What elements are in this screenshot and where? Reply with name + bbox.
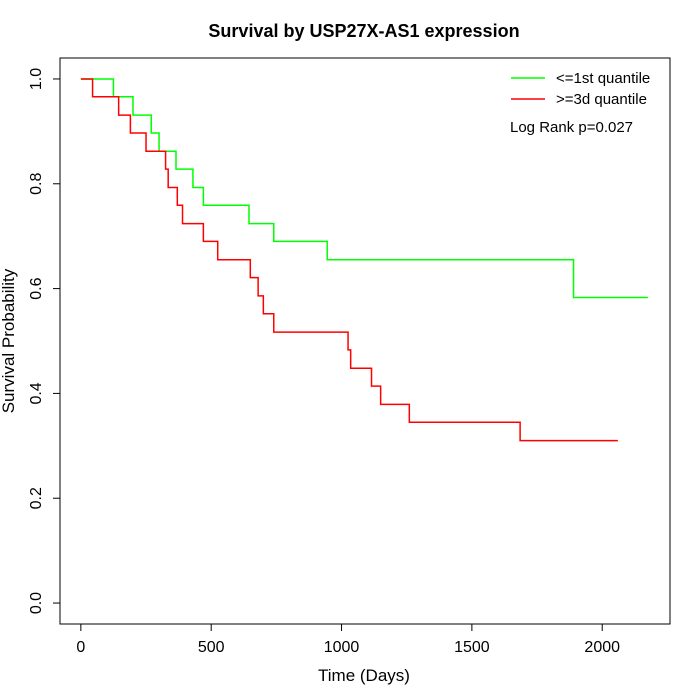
legend: <=1st quantile >=3d quantile [511, 70, 650, 108]
x-axis-label: Time (Days) [318, 666, 410, 685]
series-layer [80, 78, 648, 442]
y-tick-label: 0.6 [28, 277, 45, 299]
y-axis: 0.0 0.2 0.4 0.6 0.8 1.0 [28, 68, 60, 614]
x-axis: 0 500 1000 1500 2000 [76, 624, 620, 656]
y-axis-label: Survival Probability [0, 268, 18, 413]
series-line-high [80, 78, 618, 442]
x-tick-label: 2000 [584, 639, 620, 656]
x-tick-label: 1000 [324, 639, 360, 656]
x-tick-label: 0 [76, 639, 85, 656]
chart-title: Survival by USP27X-AS1 expression [208, 21, 519, 41]
log-rank-annotation: Log Rank p=0.027 [510, 119, 633, 136]
legend-label-high: >=3d quantile [556, 91, 647, 108]
plot-frame [59, 57, 671, 625]
y-tick-label: 0.8 [28, 173, 45, 195]
series-line-low [80, 78, 648, 299]
y-tick-label: 0.2 [28, 487, 45, 509]
legend-label-low: <=1st quantile [556, 70, 650, 87]
x-tick-label: 500 [198, 639, 225, 656]
y-tick-label: 0.0 [28, 592, 45, 614]
x-tick-label: 1500 [454, 639, 490, 656]
y-tick-label: 1.0 [28, 68, 45, 90]
y-tick-label: 0.4 [28, 382, 45, 404]
